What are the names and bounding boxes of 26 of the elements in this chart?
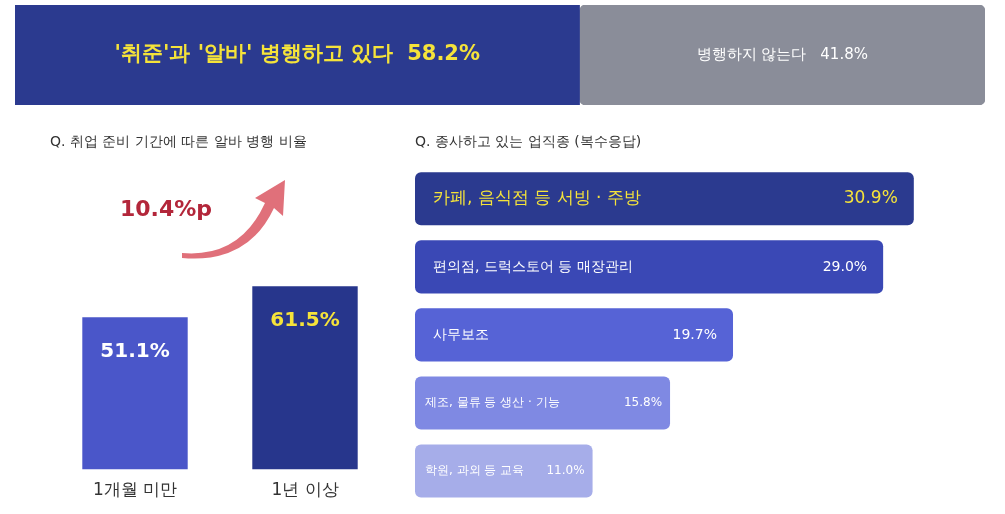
data-label: 19.7% xyxy=(672,325,718,342)
bar xyxy=(415,376,671,430)
bar xyxy=(415,240,884,294)
y-tick-label: 제조, 물류 등 생산 · 기능 xyxy=(425,395,560,410)
chart-title: Q. 종사하고 있는 업직종 (복수응답) xyxy=(415,133,642,150)
data-label: 15.8% xyxy=(623,395,663,410)
y-tick-label: 사무보조 xyxy=(433,325,489,342)
chart-title: Q. 취업 준비 기간에 따른 알바 병행 비율 xyxy=(50,133,307,150)
bar xyxy=(415,444,593,498)
series-label: 병행하지 않는다 xyxy=(696,44,807,63)
data-label: 51.1% xyxy=(100,338,170,363)
y-tick-label: 편의점, 드럭스토어 등 매장관리 xyxy=(433,257,633,274)
y-tick-label: 카페, 음식점 등 서빙 · 주방 xyxy=(433,187,641,208)
bar xyxy=(415,308,734,362)
data-label: 30.9% xyxy=(843,187,898,208)
x-tick-label: 1개월 미만 xyxy=(92,479,178,500)
data-label: 41.8% xyxy=(820,44,868,63)
x-tick-label: 1년 이상 xyxy=(271,479,339,500)
data-label: 61.5% xyxy=(270,307,340,332)
y-tick-label: 학원, 과외 등 교육 xyxy=(425,463,525,478)
data-label: 29.0% xyxy=(822,257,868,274)
bar xyxy=(415,172,914,226)
data-label: 11.0% xyxy=(546,463,585,478)
series-label: '취준'과 '알바' 병행하고 있다 xyxy=(114,41,394,66)
data-label: 58.2% xyxy=(407,41,481,66)
text: 10.4%p xyxy=(120,195,213,221)
